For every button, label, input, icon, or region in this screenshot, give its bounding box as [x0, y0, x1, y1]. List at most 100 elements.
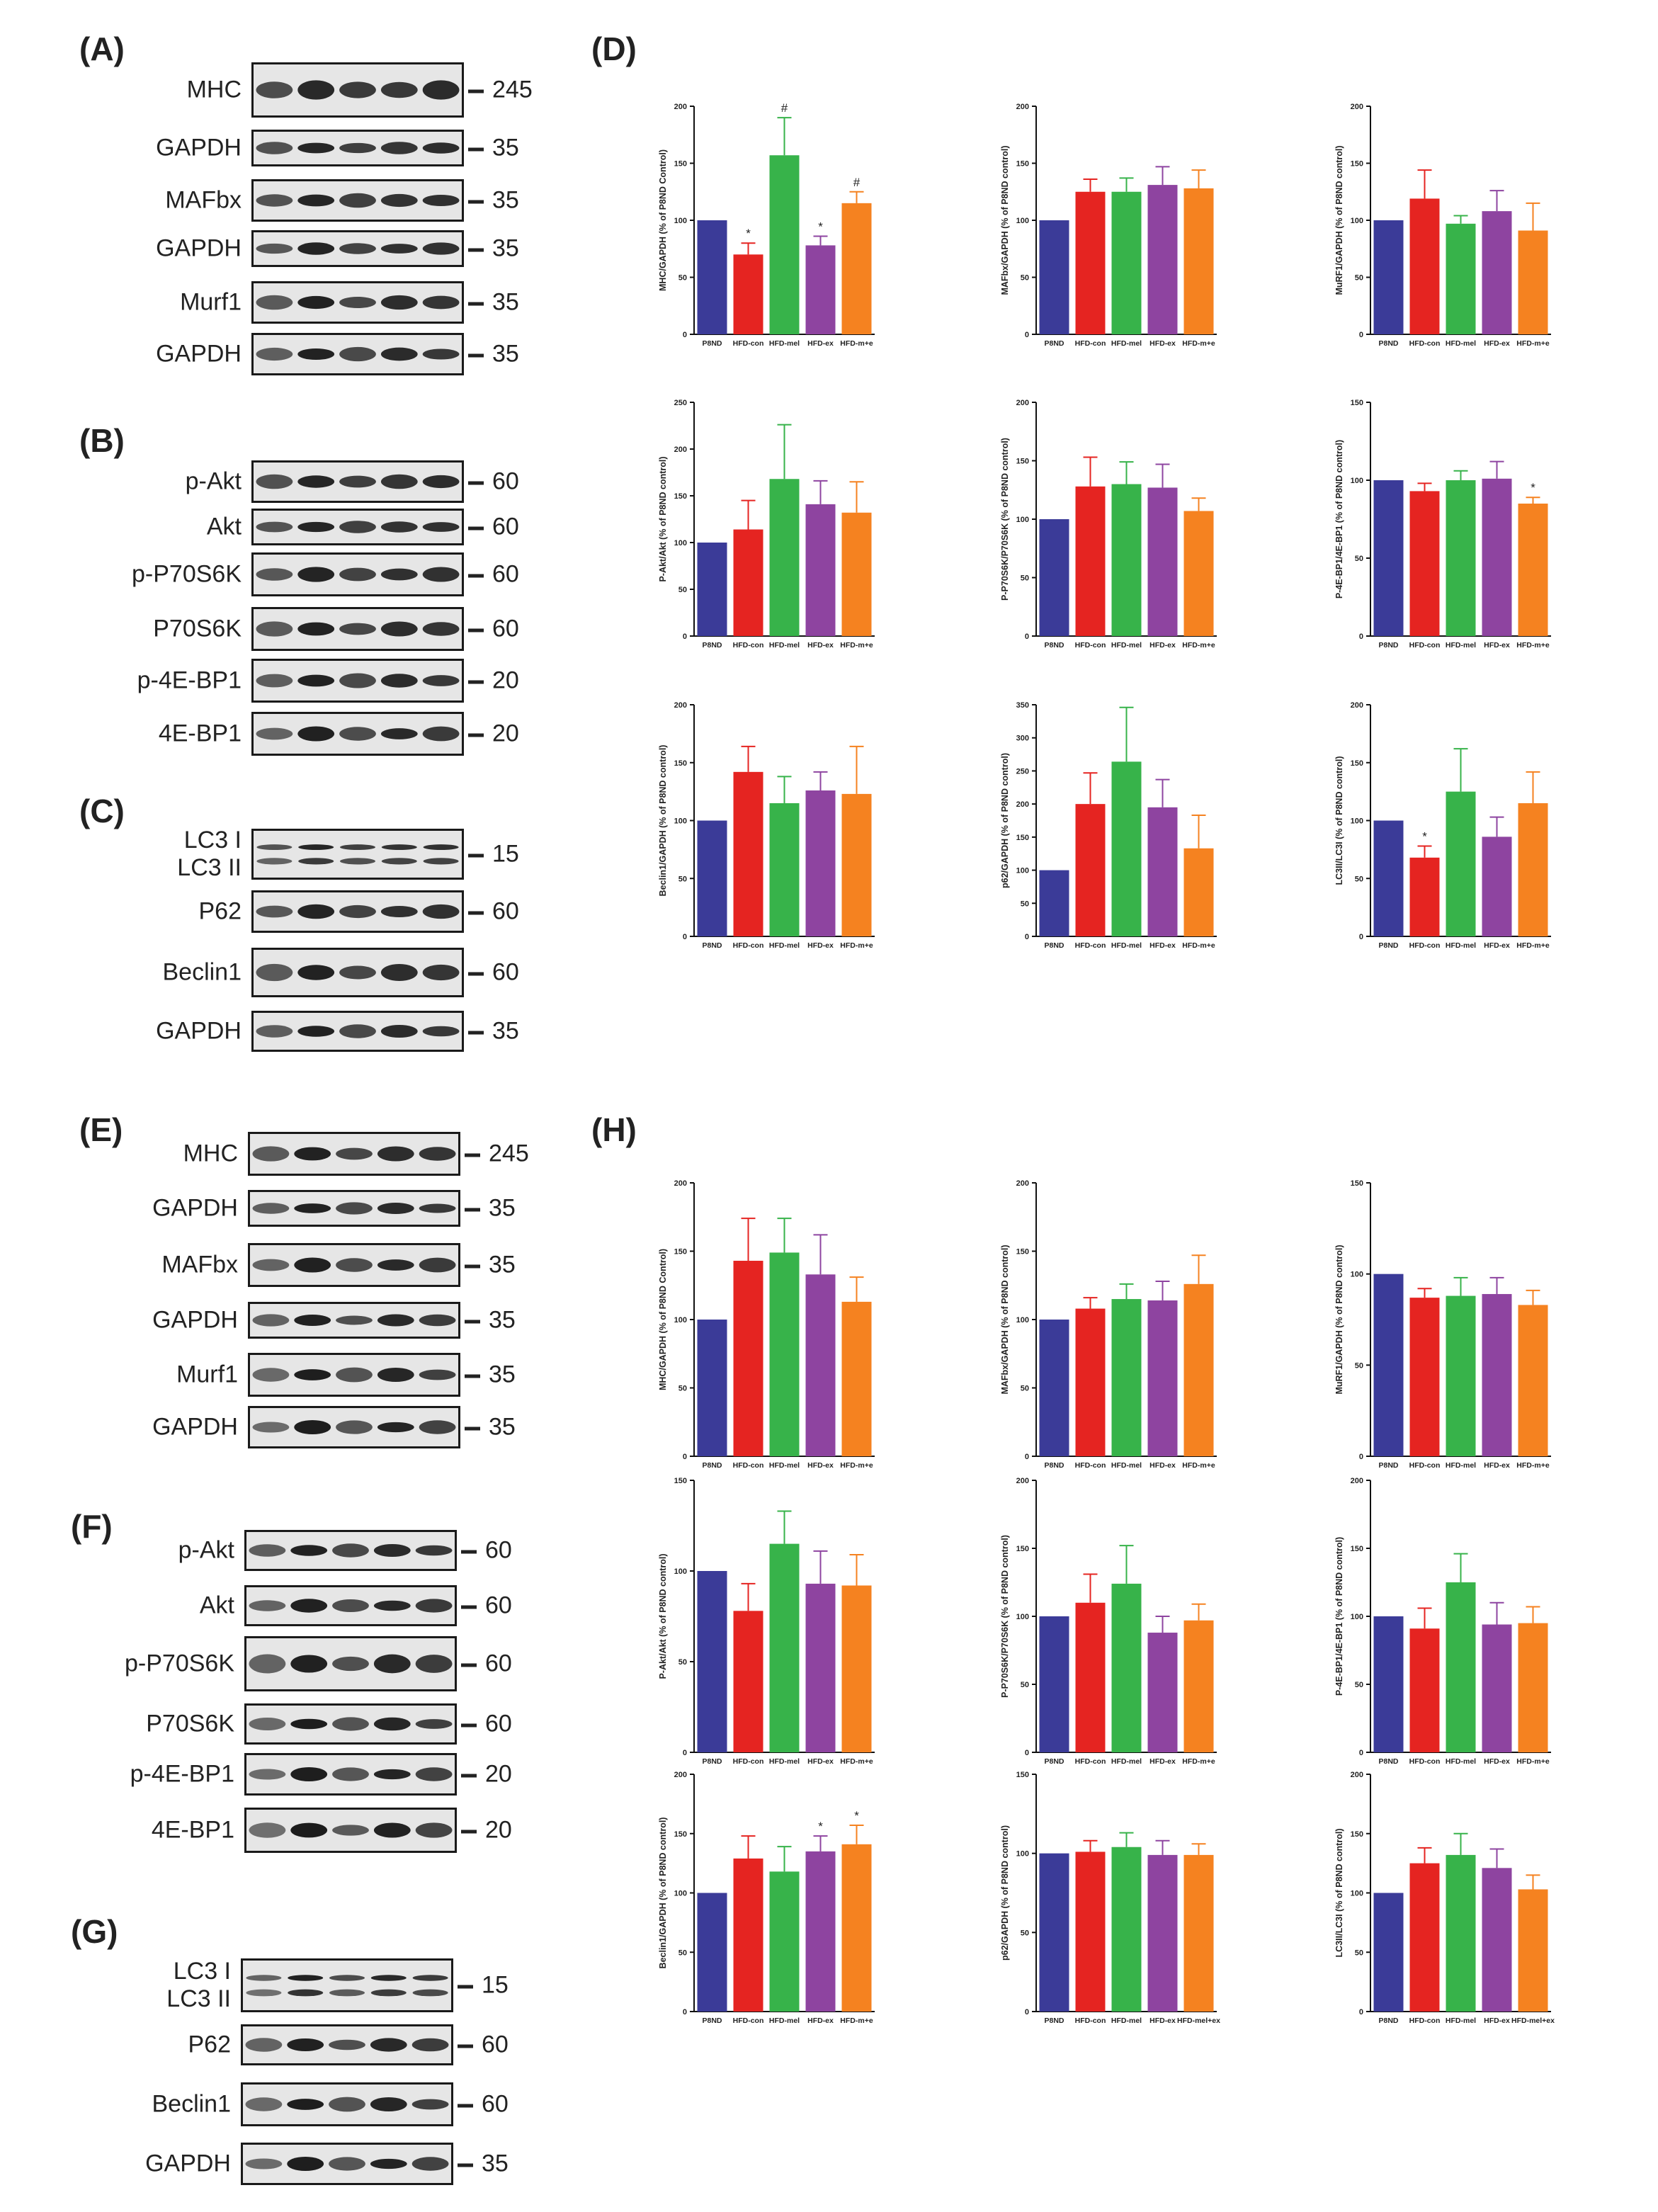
blot-row: LC3 I LC3 II 15 [166, 1958, 509, 2012]
bar [1183, 188, 1214, 334]
x-tick-label: HFD-ex [1149, 1757, 1176, 1766]
blot-image [248, 1406, 460, 1448]
bar [1446, 1854, 1476, 2012]
blot-image [251, 130, 464, 166]
blot-row: MAFbx 35 [165, 179, 519, 222]
blot-row: p-Akt 60 [178, 1530, 512, 1571]
bar [1446, 1582, 1476, 1752]
x-tick-label: P8ND [1378, 2017, 1398, 2025]
y-tick-label: 100 [1016, 217, 1029, 225]
bar-chart: 0 50 100 150 200 Beclin1/GAPDH (% of P8ND con… [658, 701, 875, 950]
bar [1039, 870, 1069, 936]
bar [733, 1611, 763, 1752]
x-tick-label: P8ND [1044, 1461, 1064, 1470]
x-tick-label: HFD-m+e [1182, 1461, 1215, 1470]
y-tick-label: 200 [1016, 1477, 1029, 1485]
bar [769, 479, 800, 636]
bar [1111, 1847, 1142, 2012]
blot-image [251, 552, 464, 596]
blot-kda-marker: 60 [468, 514, 519, 541]
bar [733, 771, 763, 936]
y-tick-label: 150 [674, 1248, 687, 1257]
y-tick-label: 150 [1351, 759, 1363, 768]
y-tick-label: 0 [1359, 933, 1363, 941]
blot-row: Akt 60 [207, 509, 519, 545]
x-tick-label: HFD-con [1075, 941, 1106, 950]
blot-protein-name: P70S6K [153, 615, 242, 642]
bar [769, 1543, 800, 1752]
y-tick-label: 150 [1351, 1545, 1363, 1553]
bar [805, 1274, 836, 1456]
blot-protein-label: GAPDH [156, 134, 242, 161]
blot-image [251, 829, 464, 880]
blot-protein-label: GAPDH [152, 1194, 238, 1222]
blot-row: P62 60 [188, 2024, 509, 2065]
significance-marker: * [1422, 829, 1427, 843]
y-axis-label: MuRF1/GAPDH (% of P8ND control) [1334, 145, 1344, 295]
blot-kda-marker: 245 [468, 76, 533, 104]
blot-protein-label: GAPDH [152, 1413, 238, 1441]
blot-kda-marker: 35 [465, 1414, 516, 1441]
x-tick-label: P8ND [702, 339, 722, 348]
bar [697, 543, 727, 636]
blot-row: p-P70S6K 60 [125, 1636, 512, 1691]
significance-marker: # [781, 101, 788, 115]
x-tick-label: HFD-mel [769, 1757, 800, 1766]
blot-image [251, 712, 464, 756]
y-tick-label: 200 [674, 701, 687, 710]
bar-chart: 0 50 100 150 200 250 P-Akt/Akt (% of P8ND cont… [658, 399, 875, 650]
bar [1482, 1293, 1512, 1456]
bar-chart: 0 50 100 150 200 P-4E-BP1/4E-BP1 (% of P8ND c… [1334, 1477, 1551, 1766]
blot-protein-label: Murf1 [176, 1361, 238, 1388]
blot-protein-name: GAPDH [145, 2150, 231, 2177]
x-tick-label: HFD-m+e [1182, 641, 1215, 650]
bar-chart: 0 50 100 150 200 MHC/GAPDH (% of P8ND Control… [658, 1179, 875, 1470]
bar [1482, 211, 1512, 334]
blot-image [248, 1190, 460, 1227]
y-tick-label: 100 [1351, 1613, 1363, 1621]
bar [1373, 1616, 1404, 1752]
blot-protein-label: MHC [187, 76, 242, 103]
blot-protein-label: Akt [200, 1592, 234, 1619]
y-tick-label: 0 [1025, 1453, 1029, 1461]
y-axis-label: MHC/GAPDH (% of P8ND Control) [658, 1249, 668, 1390]
y-tick-label: 0 [683, 1453, 687, 1461]
blot-protein-name: P62 [188, 2031, 232, 2058]
blot-kda-marker: 60 [461, 1592, 512, 1620]
blot-kda-marker: 20 [461, 1761, 512, 1788]
bar [1039, 1320, 1069, 1456]
x-tick-label: HFD-mel [1111, 941, 1142, 950]
bar-chart: 0 50 100 150 200 LC3II/LC3I (% of P8ND contro… [1334, 1771, 1555, 2025]
y-tick-label: 200 [674, 446, 687, 454]
bar [697, 820, 727, 936]
bar-chart: 0 50 100 150 200 250 300 350 p62/GAPDH (% of P8N… [1000, 701, 1217, 950]
bar-chart: 0 50 100 150 200 LC3II/LC3I (% of P8ND contro… [1334, 701, 1551, 950]
bar [1039, 1853, 1069, 2012]
bar [1111, 191, 1142, 334]
bar [733, 254, 763, 334]
x-tick-label: HFD-con [1075, 1757, 1106, 1766]
blot-image [244, 1753, 457, 1796]
bar [1183, 848, 1214, 936]
x-tick-label: HFD-ex [1484, 1757, 1510, 1766]
bar [1075, 804, 1106, 936]
blot-protein-name: P70S6K [146, 1710, 234, 1737]
y-tick-label: 100 [1016, 1850, 1029, 1859]
y-tick-label: 200 [674, 103, 687, 111]
blot-protein-label: MHC [183, 1140, 238, 1167]
blot-protein-name: Murf1 [176, 1361, 238, 1388]
blot-image [251, 890, 464, 933]
x-tick-label: HFD-con [1409, 1461, 1441, 1470]
blot-kda-marker: 35 [468, 187, 519, 215]
y-axis-label: LC3II/LC3I (% of P8ND control) [1334, 756, 1344, 885]
y-tick-label: 0 [1359, 633, 1363, 641]
bar [1409, 1628, 1440, 1752]
y-tick-label: 50 [1355, 1681, 1363, 1689]
bar-chart: 0 50 100 150 200 P-P70S6K/P70S6K (% of P8ND c… [1000, 1477, 1217, 1766]
bar [1075, 1851, 1106, 2012]
y-tick-label: 100 [1351, 1890, 1363, 1898]
blot-kda-marker: 35 [465, 1307, 516, 1334]
blot-image [244, 1585, 457, 1626]
bar [1111, 484, 1142, 636]
blot-protein-label: GAPDH [156, 234, 242, 262]
